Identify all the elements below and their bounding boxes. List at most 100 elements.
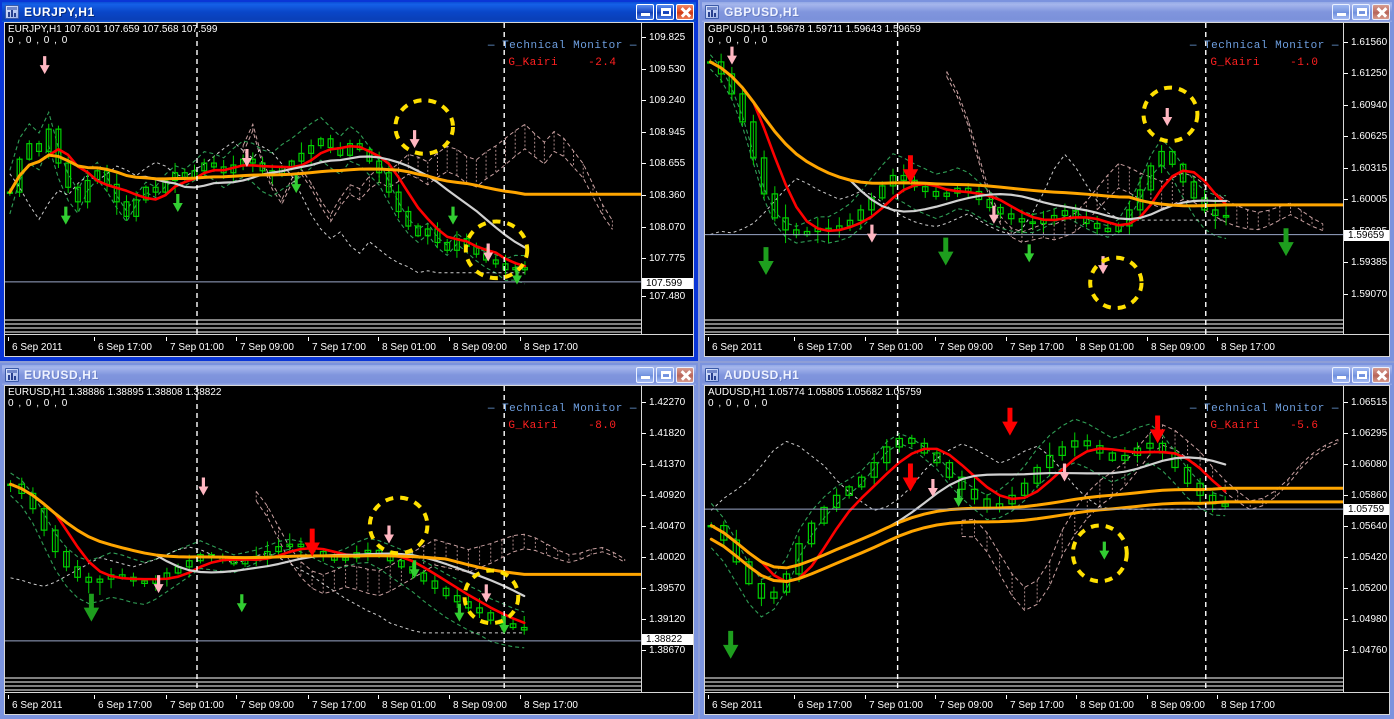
bollinger-band-lower — [709, 68, 1227, 244]
plot-region[interactable]: GBPUSD,H1 1.59678 1.59711 1.59643 1.5965… — [705, 23, 1343, 334]
bollinger-band-lower — [9, 144, 526, 285]
title-bar[interactable]: EURJPY,H1 — [2, 2, 696, 22]
title-bar[interactable]: AUDUSD,H1 — [702, 365, 1392, 385]
time-tick: 6 Sep 2011 — [707, 337, 763, 353]
price-tick: 1.41370 — [642, 459, 693, 470]
signal-arrow-down-small — [726, 46, 737, 65]
signal-arrow-down-small — [988, 205, 999, 224]
chart-window-icon — [705, 368, 719, 382]
time-tick: 6 Sep 17:00 — [794, 695, 852, 711]
bollinger-band-upper — [9, 110, 525, 260]
time-tick: 7 Sep 09:00 — [236, 695, 294, 711]
minimize-button[interactable] — [1332, 4, 1350, 20]
price-tick-label: 1.04760 — [1351, 645, 1388, 656]
price-tick-label: 1.61560 — [1351, 37, 1388, 48]
price-tick: 1.39120 — [642, 614, 693, 625]
time-tick: 7 Sep 01:00 — [865, 337, 923, 353]
chart-window-eurjpy[interactable]: EURJPY,H1 EURJPY,H1 107.601 107.659 107.5… — [0, 0, 698, 361]
title-bar[interactable]: EURUSD,H1 — [2, 365, 696, 385]
price-scale[interactable]: 109.825 109.530 109.240 108.945 108.655 108.3… — [641, 23, 693, 334]
signal-arrow-down-small — [1059, 463, 1070, 482]
price-scale[interactable]: 1.06515 1.06295 1.06080 1.05860 1.05759 1.056… — [1343, 386, 1389, 692]
price-tick: 1.60315 — [1344, 163, 1389, 174]
chart-window-gbpusd[interactable]: GBPUSD,H1 GBPUSD,H1 1.59678 1.59711 1.596… — [700, 0, 1394, 361]
minimize-button[interactable] — [1332, 367, 1350, 383]
chart-area[interactable]: AUDUSD,H1 1.05774 1.05805 1.05682 1.0575… — [704, 385, 1390, 715]
time-scale[interactable]: 6 Sep 2011 6 Sep 17:00 7 Sep 01:00 7 Sep 09… — [5, 334, 693, 356]
price-tick-label: 1.05860 — [1351, 490, 1388, 501]
price-tick: 109.825 — [642, 32, 693, 43]
chart-area[interactable]: EURJPY,H1 107.601 107.659 107.568 107.59… — [4, 22, 694, 357]
ma-red-fast — [709, 447, 1227, 584]
signal-arrow-up-small — [60, 206, 71, 225]
price-scale[interactable]: 1.61560 1.61250 1.60940 1.60625 1.60315 1.600… — [1343, 23, 1389, 334]
title-bar[interactable]: GBPUSD,H1 — [702, 2, 1392, 22]
signal-arrow-up-small — [172, 194, 183, 212]
plot-region[interactable]: AUDUSD,H1 1.05774 1.05805 1.05682 1.0575… — [705, 386, 1343, 692]
price-tick: 1.05420 — [1344, 552, 1389, 563]
minimize-button[interactable] — [636, 367, 654, 383]
price-tick-label: 109.530 — [649, 64, 686, 75]
time-scale[interactable]: 6 Sep 2011 6 Sep 17:00 7 Sep 01:00 7 Sep 09… — [705, 334, 1389, 356]
current-price-label: 1.38822 — [642, 634, 693, 645]
signal-arrow-down-small — [866, 224, 877, 243]
maximize-button[interactable] — [1352, 367, 1370, 383]
time-tick: 8 Sep 01:00 — [1076, 337, 1134, 353]
time-tick: 6 Sep 17:00 — [94, 695, 152, 711]
signal-arrow-down-small — [483, 243, 494, 262]
price-scale[interactable]: 1.42270 1.41820 1.41370 1.40920 1.40470 1.400… — [641, 386, 693, 692]
price-tick: 1.05860 — [1344, 490, 1389, 501]
price-tick: 108.360 — [642, 190, 693, 201]
ma-orange-long-1 — [709, 486, 1343, 570]
time-tick: 7 Sep 09:00 — [236, 337, 294, 353]
price-tick: 1.60940 — [1344, 100, 1389, 111]
chart-window-eurusd[interactable]: EURUSD,H1 EURUSD,H1 1.38886 1.38895 1.388… — [0, 363, 698, 719]
time-tick: 6 Sep 17:00 — [794, 337, 852, 353]
plot-region[interactable]: EURJPY,H1 107.601 107.659 107.568 107.59… — [5, 23, 641, 334]
price-tick: 107.775 — [642, 253, 693, 264]
candlestick-series — [6, 123, 528, 275]
price-tick: 1.42270 — [642, 397, 693, 408]
time-tick: 8 Sep 09:00 — [1147, 337, 1205, 353]
time-tick: 7 Sep 01:00 — [166, 337, 224, 353]
close-button[interactable] — [676, 4, 694, 20]
ma-white-slow — [9, 483, 526, 598]
chart-window-audusd[interactable]: AUDUSD,H1 AUDUSD,H1 1.05774 1.05805 1.056… — [700, 363, 1394, 719]
time-scale[interactable]: 6 Sep 2011 6 Sep 17:00 7 Sep 01:00 7 Sep 09… — [705, 692, 1389, 714]
price-tick-label: 108.070 — [649, 222, 686, 233]
close-button[interactable] — [1372, 4, 1390, 20]
price-tick: 1.40020 — [642, 552, 693, 563]
plot-region[interactable]: EURUSD,H1 1.38886 1.38895 1.38808 1.3882… — [5, 386, 641, 692]
maximize-button[interactable] — [656, 4, 674, 20]
price-tick: 1.06515 — [1344, 397, 1389, 408]
chart-area[interactable]: GBPUSD,H1 1.59678 1.59711 1.59643 1.5965… — [704, 22, 1390, 357]
price-tick-label: 1.38822 — [646, 634, 683, 645]
ma-orange-long-1 — [9, 482, 641, 576]
minimize-button[interactable] — [636, 4, 654, 20]
price-tick-label: 1.41820 — [649, 428, 686, 439]
signal-arrow-up-big — [83, 593, 100, 622]
price-tick-label: 1.05640 — [1351, 521, 1388, 532]
close-button[interactable] — [676, 367, 694, 383]
price-tick-label: 1.60315 — [1351, 163, 1388, 174]
signal-arrow-down-small — [481, 584, 492, 603]
annotation-ellipse — [393, 98, 456, 156]
time-tick: 7 Sep 01:00 — [865, 695, 923, 711]
maximize-button[interactable] — [1352, 4, 1370, 20]
price-tick-label: 1.40920 — [649, 490, 686, 501]
price-tick-label: 108.360 — [649, 190, 686, 201]
price-tick-label: 107.480 — [649, 291, 686, 302]
price-tick-label: 1.06080 — [1351, 459, 1388, 470]
time-scale[interactable]: 6 Sep 2011 6 Sep 17:00 7 Sep 01:00 7 Sep 09… — [5, 692, 693, 714]
bollinger-band-upper — [709, 54, 1227, 227]
price-tick-label: 1.60005 — [1351, 194, 1388, 205]
price-tick-label: 1.05759 — [1348, 504, 1385, 515]
price-tick-label: 109.825 — [649, 32, 686, 43]
time-tick: 8 Sep 17:00 — [1217, 337, 1275, 353]
price-tick-label: 109.240 — [649, 95, 686, 106]
ma-orange-long-1 — [8, 153, 641, 196]
chart-area[interactable]: EURUSD,H1 1.38886 1.38895 1.38808 1.3882… — [4, 385, 694, 715]
maximize-button[interactable] — [656, 367, 674, 383]
close-button[interactable] — [1372, 367, 1390, 383]
time-tick: 6 Sep 2011 — [7, 337, 63, 353]
